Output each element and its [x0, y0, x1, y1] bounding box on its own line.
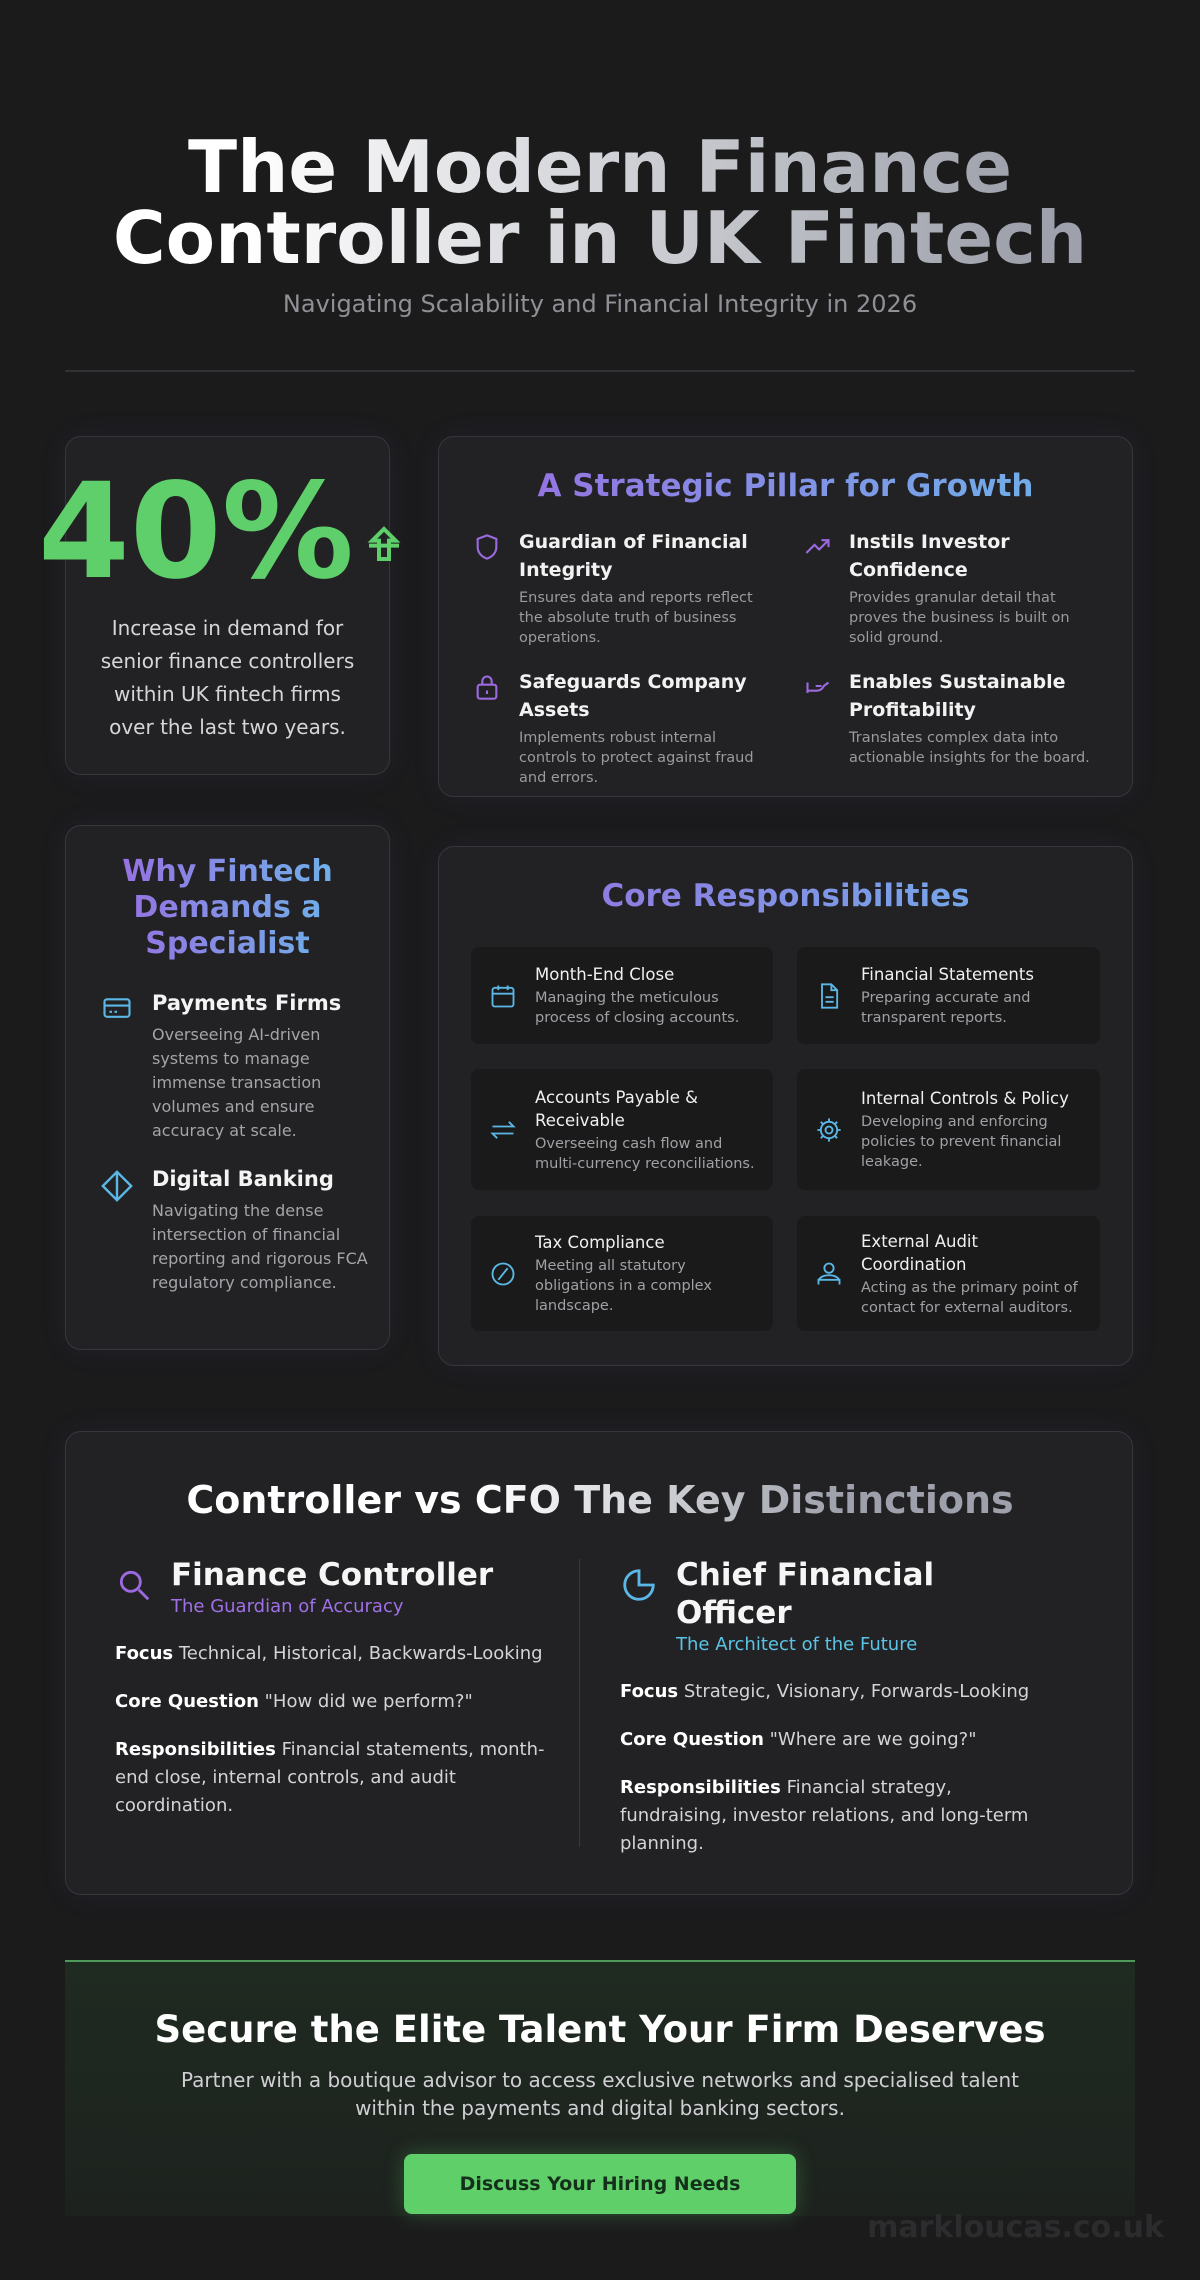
item-text: Meeting all statutory obligations in a c… [535, 1258, 712, 1314]
column-subtitle: The Architect of the Future [676, 1634, 918, 1655]
row-text: Technical, Historical, Backwards-Looking [178, 1643, 543, 1664]
row: Core Question "Where are we going?" [620, 1726, 1050, 1754]
why-item: Payments Firms Overseeing AI-driven syst… [100, 989, 370, 1143]
divider [65, 370, 1135, 372]
icon [817, 1117, 841, 1142]
row: Focus Strategic, Visionary, Forwards-Loo… [620, 1678, 1050, 1706]
responsibility: Financial Statements Preparing accurate … [797, 947, 1100, 1044]
stat-card [65, 436, 390, 775]
row-label: Core Question [115, 1691, 259, 1712]
icon [806, 681, 830, 693]
responsibility: Internal Controls & Policy Developing an… [797, 1069, 1100, 1190]
pillar-item: Guardian of Financial Integrity Ensures … [473, 528, 773, 648]
card-heading: Controller vs CFO The Key Distinctions [0, 1478, 1200, 1522]
cta-text: Partner with a boutique advisor to acces… [181, 2068, 1019, 2120]
icon [491, 985, 515, 1007]
icon [490, 1120, 516, 1139]
row-text: Strategic, Visionary, Forwards-Looking [683, 1681, 1030, 1702]
icon [476, 675, 498, 700]
why-item: Digital Banking Navigating the dense int… [100, 1165, 370, 1295]
row-label: Focus [620, 1681, 679, 1702]
row: Responsibilities Financial strategy, fun… [620, 1774, 1050, 1858]
icon [623, 1569, 655, 1601]
item-title: Enables Sustainable Profitability [849, 671, 1066, 721]
comparison-column: Finance Controller The Guardian of Accur… [115, 1556, 545, 1820]
item-title: Month-End Close [535, 965, 675, 984]
column-title: Chief Financial Officer [676, 1557, 935, 1631]
row-text: Financial statements, month-end close, i… [115, 1739, 545, 1816]
column-divider [579, 1559, 580, 1847]
item-text: Overseeing AI-driven systems to manage i… [152, 1025, 322, 1140]
item-text: Acting as the primary point of contact f… [861, 1279, 1078, 1316]
row-text: "How did we perform?" [264, 1691, 473, 1712]
icon [119, 1570, 150, 1601]
row: Core Question "How did we perform?" [115, 1688, 545, 1716]
row-text: "Where are we going?" [769, 1729, 977, 1750]
pillar-item: Instils Investor Confidence Provides gra… [803, 528, 1103, 648]
item-title: Payments Firms [152, 991, 342, 1015]
item-text: Preparing accurate and transparent repor… [861, 990, 1031, 1026]
subtitle: Navigating Scalability and Financial Int… [282, 290, 918, 318]
title-line: The Modern Finance [0, 131, 1200, 203]
watermark: markloucas.co.uk [867, 2210, 1164, 2245]
responsibility: External Audit Coordination Acting as th… [797, 1216, 1100, 1331]
item-title: Safeguards Company Assets [519, 671, 747, 721]
pillar-item: Enables Sustainable Profitability Transl… [803, 668, 1103, 768]
row: Responsibilities Financial statements, m… [115, 1736, 545, 1820]
comparison-column: Chief Financial Officer The Architect of… [620, 1556, 1050, 1858]
comparison-card [65, 1431, 1133, 1895]
item-title: Internal Controls & Policy [861, 1089, 1069, 1108]
row-label: Core Question [620, 1729, 764, 1750]
icon [103, 998, 131, 1018]
row-label: Responsibilities [115, 1739, 276, 1760]
item-text: Developing and enforcing policies to pre… [861, 1114, 1062, 1170]
why-card: Why Fintech Demands a Specialist Payment… [65, 825, 390, 1350]
row: Focus Technical, Historical, Backwards-L… [115, 1640, 545, 1668]
row-text: Financial strategy, fundraising, investo… [620, 1777, 1029, 1854]
icon [476, 534, 498, 560]
column-title: Finance Controller [171, 1557, 494, 1593]
column-subtitle: The Guardian of Accuracy [171, 1596, 404, 1617]
icon [817, 1262, 841, 1284]
responsibility: Month-End Close Managing the meticulous … [471, 947, 773, 1044]
responsibility: Accounts Payable & Receivable Overseeing… [471, 1069, 773, 1190]
item-text: Navigating the dense intersection of fin… [152, 1201, 368, 1292]
item-title: Instils Investor Confidence [849, 531, 1010, 581]
icon [491, 1262, 515, 1285]
icon [821, 982, 839, 1009]
pillar-card [438, 436, 1133, 797]
item-title: Digital Banking [152, 1167, 334, 1191]
pillar-item: Safeguards Company Assets Implements rob… [473, 668, 773, 788]
stat-text: Increase in demand for senior finance co… [100, 616, 355, 739]
stat-icon [367, 526, 401, 561]
item-text: Managing the meticulous process of closi… [535, 990, 740, 1026]
cta-title: Secure the Elite Talent Your Firm Deserv… [154, 2008, 1046, 2051]
row-label: Focus [115, 1643, 174, 1664]
responsibility: Tax Compliance Meeting all statutory obl… [471, 1216, 773, 1331]
card-heading: Why Fintech Demands a Specialist [96, 854, 359, 962]
item-title: External Audit Coordination [861, 1231, 978, 1274]
cta-button[interactable]: Discuss Your Hiring Needs [404, 2154, 796, 2214]
item-title: Financial Statements [861, 965, 1034, 984]
icon [805, 539, 830, 554]
item-text: Translates complex data into actionable … [849, 730, 1090, 766]
item-title: Tax Compliance [535, 1233, 665, 1252]
item-text: Ensures data and reports reflect the abs… [519, 590, 753, 646]
item-text: Implements robust internal controls to p… [519, 730, 754, 786]
item-title: Guardian of Financial Integrity [519, 531, 748, 581]
item-title: Accounts Payable & Receivable [535, 1087, 698, 1130]
row-label: Responsibilities [620, 1777, 781, 1798]
stat-value: 40% [38, 455, 354, 609]
title-line: Controller in UK Fintech [0, 202, 1200, 274]
item-text: Overseeing cash flow and multi-currency … [535, 1135, 755, 1172]
icon [101, 1170, 133, 1202]
item-text: Provides granular detail that proves the… [849, 590, 1070, 646]
card-heading: A Strategic Pillar for Growth [438, 466, 1133, 506]
card-heading: Core Responsibilities [438, 876, 1133, 916]
